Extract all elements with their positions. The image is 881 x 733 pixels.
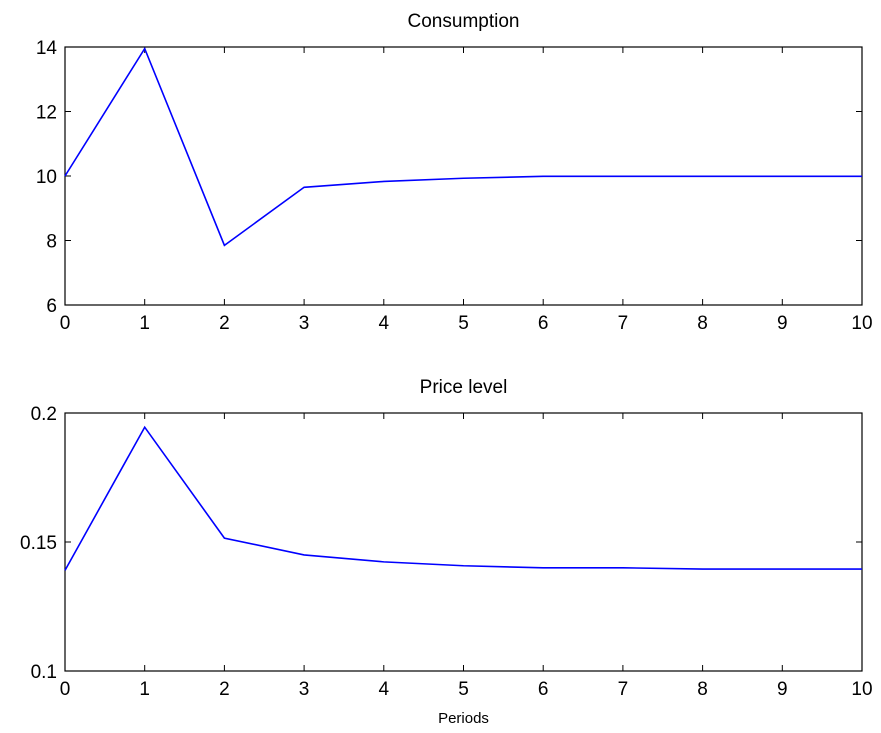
x-tick-label: 2 — [219, 679, 230, 700]
x-tick-label: 0 — [60, 313, 71, 334]
x-tick-label: 5 — [458, 313, 469, 334]
y-tick-label: 8 — [46, 232, 57, 253]
subplot-title: Consumption — [408, 11, 520, 32]
x-tick-label: 8 — [697, 679, 708, 700]
x-tick-label: 10 — [851, 679, 872, 700]
series-line — [64, 46, 862, 247]
subplot-title: Price level — [420, 377, 508, 398]
x-tick-label: 3 — [299, 313, 310, 334]
x-tick-label: 3 — [299, 679, 310, 700]
price-level-subplot: Price level 0 1 2 3 4 5 6 7 8 9 10 0.1 0.15 0.2 Periods — [20, 377, 873, 727]
axes-frame — [64, 412, 863, 672]
x-tick-label: 9 — [777, 679, 788, 700]
x-tick-label: 6 — [538, 313, 549, 334]
y-tick-label: 12 — [36, 103, 57, 124]
x-tick-label: 8 — [697, 313, 708, 334]
x-tick-label: 7 — [618, 313, 629, 334]
y-tick-label: 6 — [46, 296, 57, 317]
x-tick-label: 9 — [777, 313, 788, 334]
x-tick-label: 1 — [139, 679, 150, 700]
x-tick-label: 0 — [60, 679, 71, 700]
x-tick-label: 7 — [618, 679, 629, 700]
x-tick-label: 10 — [851, 313, 872, 334]
y-tick-label: 0.1 — [31, 662, 57, 683]
x-tick-label: 4 — [379, 313, 390, 334]
y-tick-label: 14 — [36, 38, 58, 59]
y-tick-label: 0.15 — [20, 533, 57, 554]
x-tick-label: 4 — [379, 679, 390, 700]
x-tick-label: 6 — [538, 679, 549, 700]
series-line — [64, 425, 862, 571]
x-tick-label: 5 — [458, 679, 469, 700]
x-tick-label: 2 — [219, 313, 230, 334]
y-tick-label: 0.2 — [31, 404, 57, 425]
x-tick-label: 1 — [139, 313, 150, 334]
x-axis-label: Periods — [438, 710, 489, 727]
y-tick-label: 10 — [36, 167, 57, 188]
